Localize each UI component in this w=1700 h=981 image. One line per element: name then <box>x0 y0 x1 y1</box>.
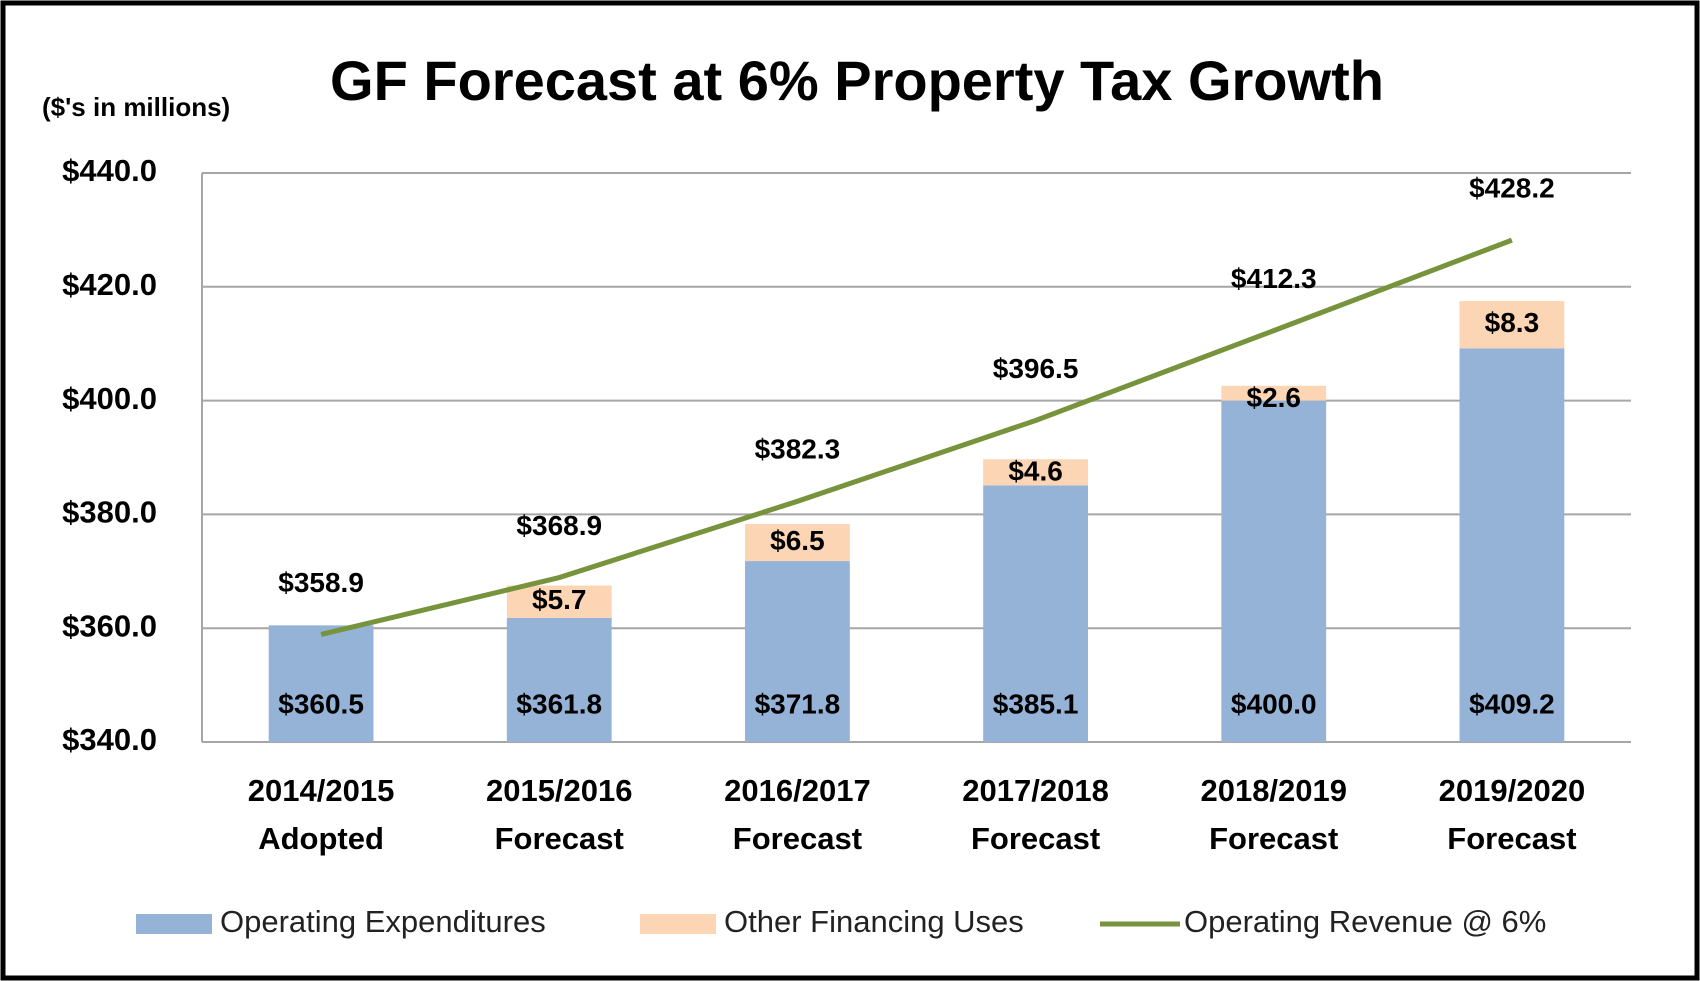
y-tick-label: $400.0 <box>62 381 157 416</box>
value-label: $412.3 <box>1231 263 1317 294</box>
x-tick-label: Forecast <box>971 821 1100 856</box>
value-label: $361.8 <box>516 688 602 719</box>
bar-segment <box>1221 400 1327 742</box>
bar-segment <box>1221 385 1327 401</box>
x-tick-label: 2015/2016 <box>486 773 633 808</box>
value-label: $360.5 <box>278 688 364 719</box>
bar-segment <box>268 625 374 742</box>
bar-segment <box>745 561 850 742</box>
y-tick-label: $440.0 <box>62 153 157 188</box>
value-label: $5.7 <box>532 584 587 615</box>
y-tick-label: $340.0 <box>62 722 157 757</box>
y-tick-label: $380.0 <box>62 495 157 530</box>
y-tick-label: $360.0 <box>62 608 157 643</box>
chart-title: GF Forecast at 6% Property Tax Growth <box>330 49 1384 112</box>
x-tick-label: 2014/2015 <box>248 773 395 808</box>
value-label: $2.6 <box>1247 382 1302 413</box>
x-tick-label: Forecast <box>733 821 862 856</box>
bar-segment <box>506 617 612 742</box>
value-label: $385.1 <box>993 688 1079 719</box>
legend-label: Operating Expenditures <box>220 904 546 939</box>
value-label: $4.6 <box>1008 456 1063 487</box>
bar-segment <box>506 585 612 618</box>
bar-segment <box>983 485 1088 742</box>
bar-segment <box>1459 301 1565 349</box>
value-label: $428.2 <box>1469 173 1555 204</box>
value-label: $382.3 <box>755 434 841 465</box>
legend-swatch <box>136 914 212 934</box>
value-label: $371.8 <box>755 688 841 719</box>
value-label: $396.5 <box>993 353 1079 384</box>
y-axis-label: ($'s in millions) <box>42 92 230 122</box>
legend-label: Other Financing Uses <box>724 904 1024 939</box>
value-label: $6.5 <box>770 525 825 556</box>
x-tick-label: Forecast <box>1447 821 1576 856</box>
value-label: $8.3 <box>1485 307 1540 338</box>
value-label: $368.9 <box>516 510 602 541</box>
x-tick-label: Forecast <box>1209 821 1338 856</box>
x-tick-label: 2016/2017 <box>724 773 871 808</box>
bar-segment <box>745 524 850 562</box>
bar-segment <box>1459 348 1565 742</box>
value-label: $409.2 <box>1469 688 1555 719</box>
x-tick-label: Adopted <box>258 821 384 856</box>
x-tick-label: 2019/2020 <box>1439 773 1586 808</box>
y-tick-label: $420.0 <box>62 267 157 302</box>
x-tick-label: Forecast <box>495 821 624 856</box>
x-tick-label: 2017/2018 <box>962 773 1109 808</box>
legend-label: Operating Revenue @ 6% <box>1184 904 1546 939</box>
line <box>320 237 1513 637</box>
value-label: $358.9 <box>278 567 364 598</box>
x-tick-label: 2018/2019 <box>1200 773 1347 808</box>
legend-swatch <box>640 914 716 934</box>
bar-segment <box>983 459 1088 486</box>
value-label: $400.0 <box>1231 688 1317 719</box>
